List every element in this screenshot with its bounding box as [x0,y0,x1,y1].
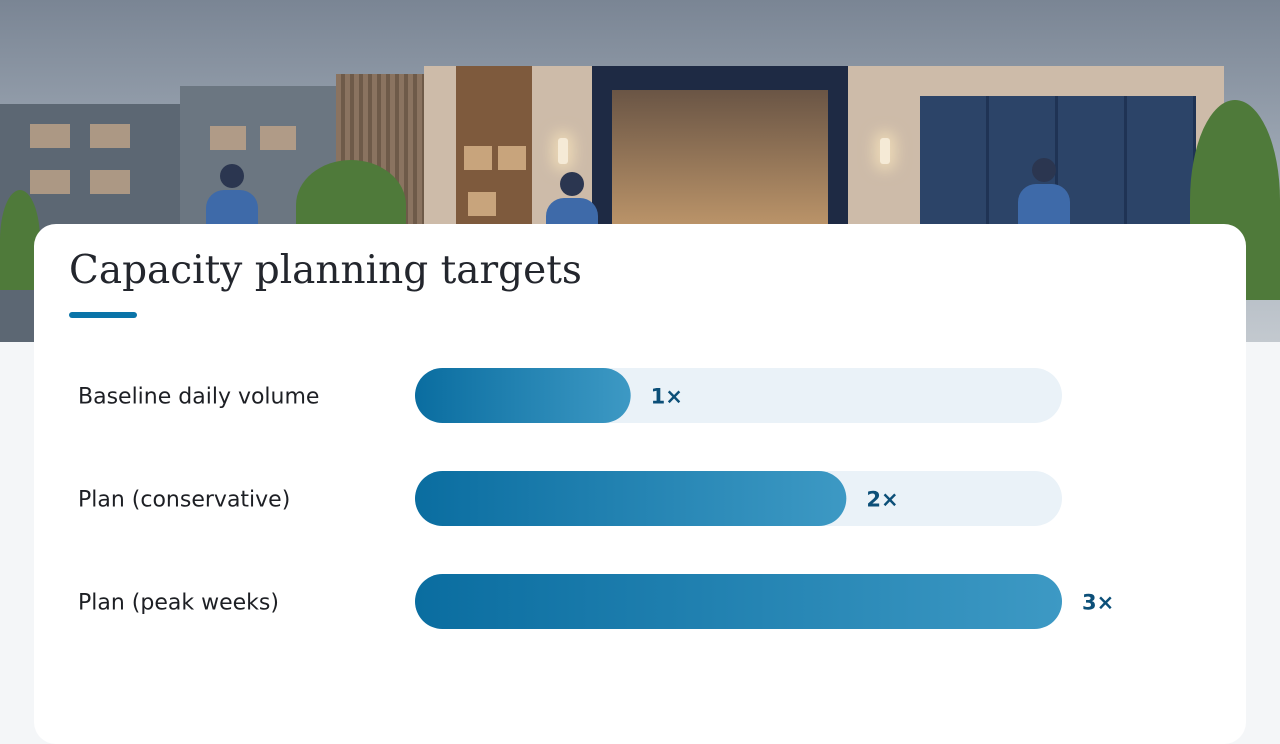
tree-icon [0,190,40,290]
bar [415,368,631,423]
category-label: Plan (conservative) [78,488,290,513]
wall-lamp-icon [880,138,890,164]
bar-chart: Baseline daily volume 1× Plan (conservativ… [78,368,1114,629]
chart-title: Capacity planning targets [69,248,582,293]
bar [415,574,1062,629]
value-label: 1× [651,385,683,409]
bar [415,471,847,526]
wall-lamp-icon [558,138,568,164]
value-label: 2× [866,488,898,512]
title-accent-rule [69,312,137,318]
category-label: Plan (peak weeks) [78,591,279,616]
category-label: Baseline daily volume [78,385,319,410]
value-label: 3× [1082,591,1114,615]
